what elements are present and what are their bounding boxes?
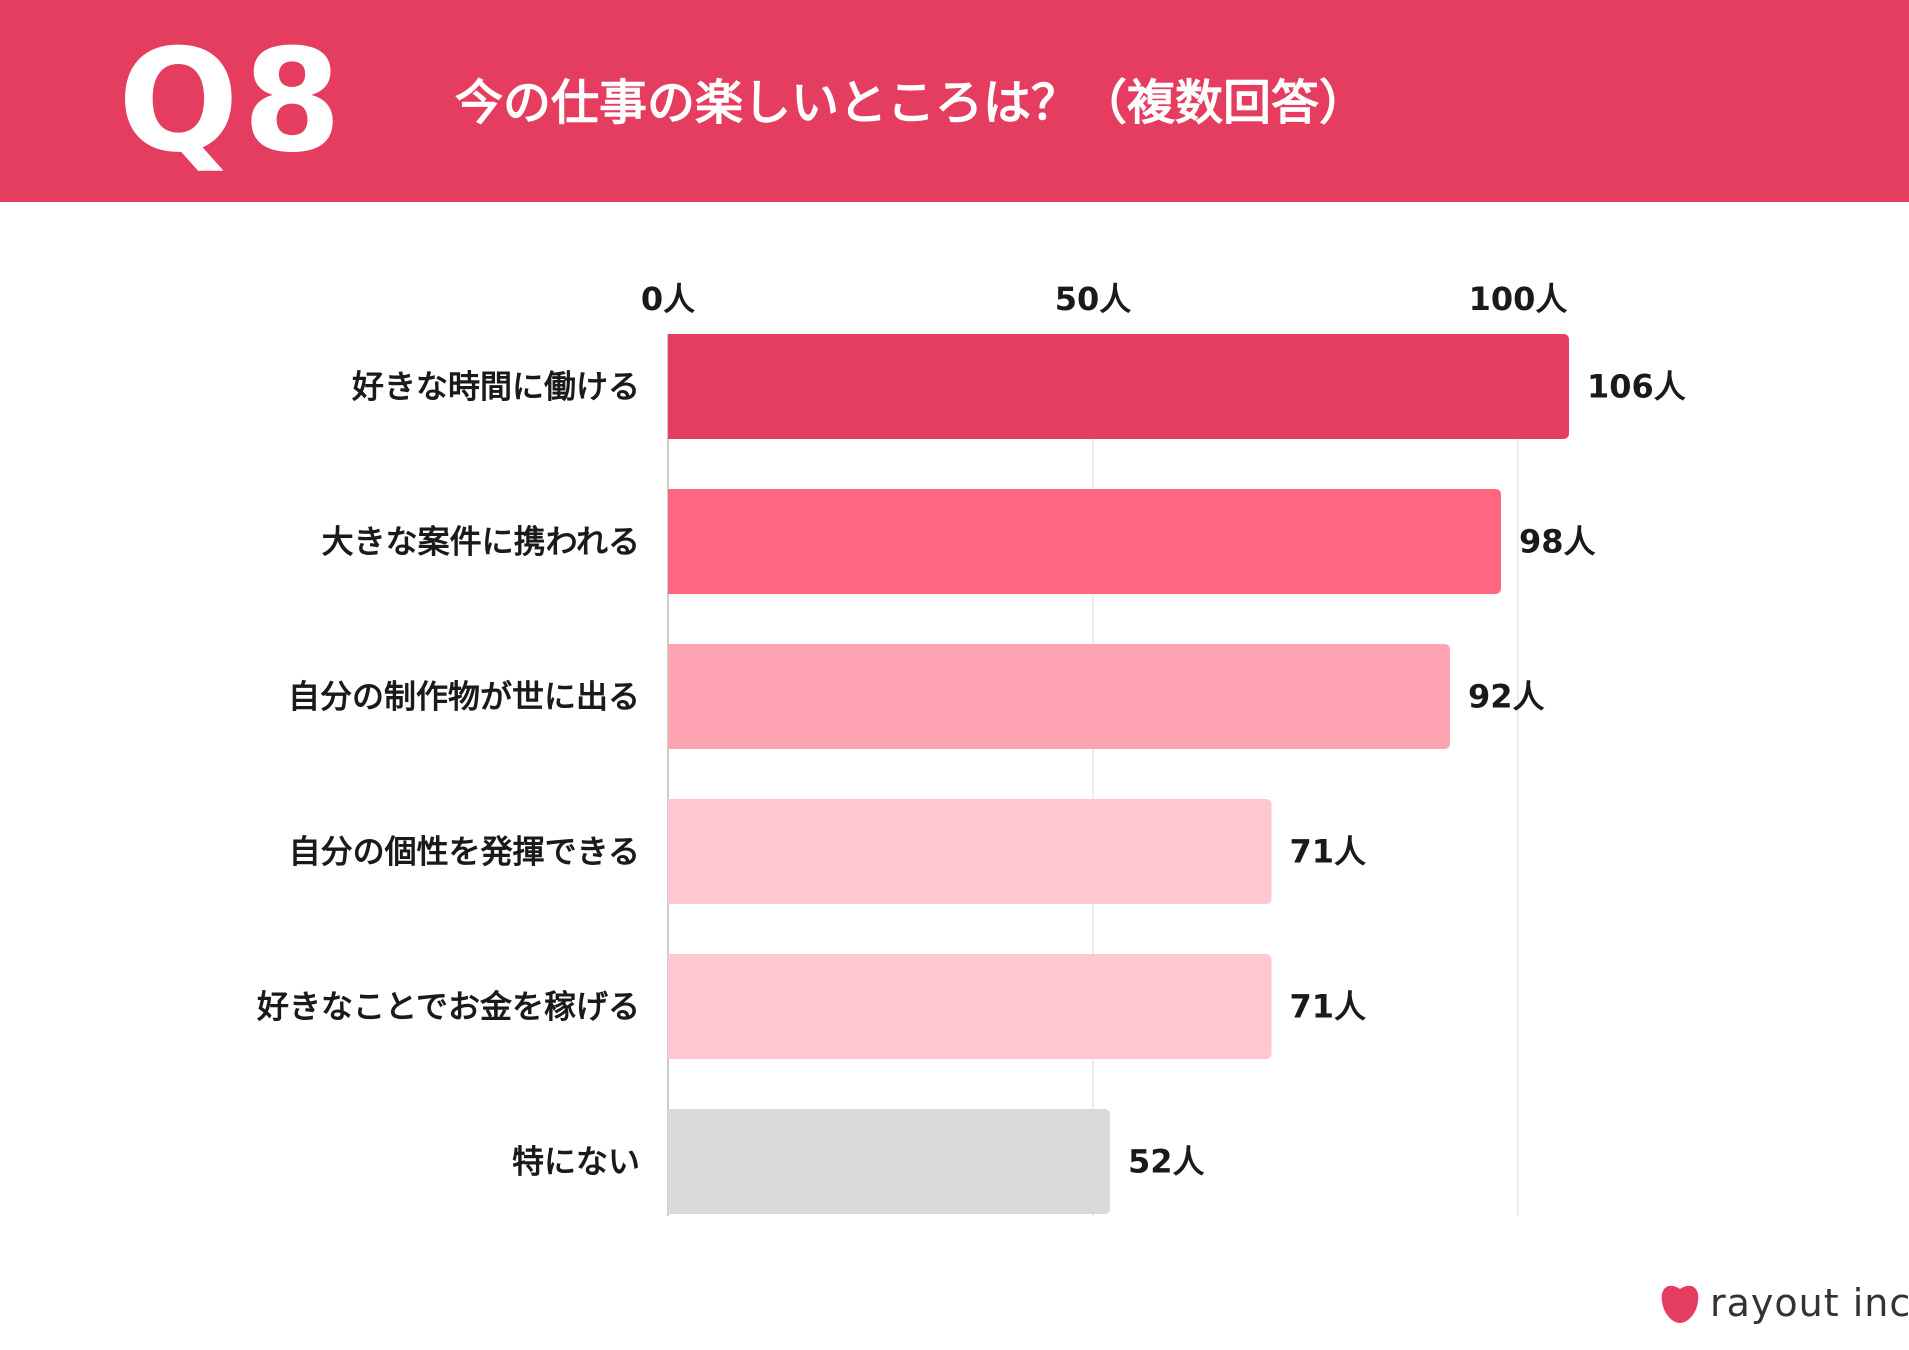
brand-logo: rayout inc. (1660, 1278, 1909, 1328)
question-number: Q8 (118, 19, 346, 184)
category-label: 自分の制作物が世に出る (288, 678, 640, 716)
brand-logo-icon (1661, 1285, 1699, 1323)
bar (668, 1109, 1110, 1214)
value-label: 98人 (1519, 523, 1596, 561)
bar (668, 334, 1569, 439)
value-label: 71人 (1290, 988, 1367, 1026)
x-tick-label: 50人 (1055, 280, 1132, 318)
bar (668, 799, 1272, 904)
category-label: 好きなことでお金を稼げる (256, 988, 640, 1026)
category-label: 特にない (512, 1143, 640, 1181)
value-label: 106人 (1587, 368, 1686, 406)
brand-name: rayout inc. (1710, 1281, 1909, 1325)
category-label: 大きな案件に携われる (322, 523, 640, 561)
bar (668, 954, 1272, 1059)
bar (668, 489, 1501, 594)
category-label: 自分の個性を発揮できる (289, 833, 640, 871)
value-label: 71人 (1290, 833, 1367, 871)
x-tick-label: 0人 (641, 280, 695, 318)
header-banner: Q8 今の仕事の楽しいところは？（複数回答） (0, 0, 1909, 202)
x-tick-label: 100人 (1469, 280, 1568, 318)
category-label: 好きな時間に働ける (351, 368, 640, 406)
chart-title: 今の仕事の楽しいところは？（複数回答） (455, 75, 1368, 131)
value-label: 92人 (1468, 678, 1545, 716)
value-label: 52人 (1128, 1143, 1205, 1181)
bar (668, 644, 1450, 749)
